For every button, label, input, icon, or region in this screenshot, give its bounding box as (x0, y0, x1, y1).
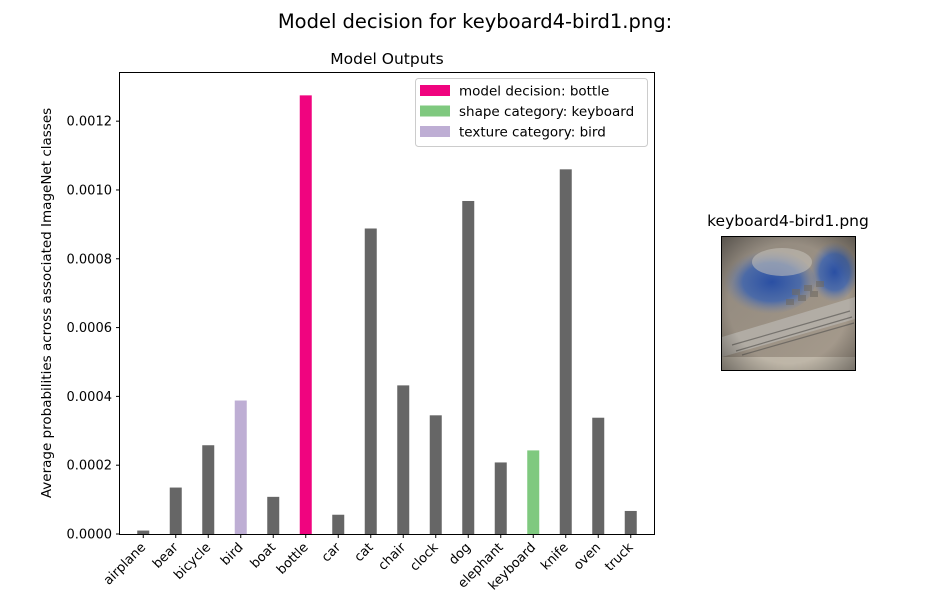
x-tick-label-airplane: airplane (101, 540, 149, 588)
x-tick-label-bottle: bottle (274, 540, 311, 577)
y-tick-label: 0.0008 (67, 252, 113, 267)
legend-box (415, 78, 648, 147)
bar-airplane (137, 530, 150, 534)
bar-truck (624, 510, 637, 534)
legend-swatch (420, 126, 450, 137)
y-tick-label: 0.0010 (67, 183, 113, 198)
bar-bottle (299, 95, 312, 534)
figure-suptitle: Model decision for keyboard4-bird1.png: (278, 10, 672, 33)
x-tick-label-chair: chair (376, 540, 410, 574)
bar-keyboard (527, 450, 540, 534)
y-axis-label: Average probabilities across associated … (39, 108, 55, 498)
bar-dog (462, 200, 475, 534)
legend-swatch (420, 85, 450, 96)
bars-group (137, 95, 637, 534)
x-tick-label-truck: truck (602, 540, 637, 575)
x-tick-label-dog: dog (446, 540, 474, 568)
x-tick-label-car: car (319, 540, 345, 566)
y-tick-label: 0.0012 (67, 115, 113, 130)
bar-clock (429, 415, 442, 534)
bar-oven (592, 417, 605, 534)
chart-title: Model Outputs (330, 50, 443, 68)
image-title: keyboard4-bird1.png (707, 212, 869, 230)
x-tick-label-bird: bird (218, 540, 246, 568)
legend-swatch (420, 105, 450, 117)
legend-label: model decision: bottle (459, 84, 609, 100)
bar-boat (267, 496, 280, 534)
x-tick-label-oven: oven (571, 540, 604, 573)
plot-frame (119, 72, 655, 535)
bar-bird (234, 400, 247, 534)
y-ticks-group: 0.0000 0.0002 0.0004 0.0006 0.0008 0.0010 0.00… (67, 115, 120, 543)
bar-cat (364, 228, 377, 534)
bar-chair (397, 385, 410, 534)
x-tick-label-cat: cat (352, 540, 377, 565)
bar-elephant (494, 462, 507, 534)
x-tick-label-knife: knife (538, 540, 571, 573)
bar-car (332, 514, 345, 534)
legend-label: texture category: bird (459, 125, 606, 141)
y-tick-label: 0.0002 (67, 459, 113, 474)
x-tick-label-clock: clock (407, 540, 442, 575)
x-tick-label-bicycle: bicycle (171, 540, 214, 583)
legend: model decision: bottle shape category: ke… (415, 78, 648, 147)
bar-bicycle (202, 445, 215, 534)
y-tick-label: 0.0004 (67, 390, 113, 405)
y-tick-label: 0.0006 (67, 321, 113, 336)
stimulus-image (721, 236, 856, 371)
y-tick-label: 0.0000 (67, 528, 113, 543)
bar-chart: Model Outputs Average probabilities acro… (39, 50, 655, 593)
legend-label: shape category: keyboard (459, 104, 634, 120)
bar-knife (559, 169, 572, 534)
bar-bear (169, 487, 182, 534)
